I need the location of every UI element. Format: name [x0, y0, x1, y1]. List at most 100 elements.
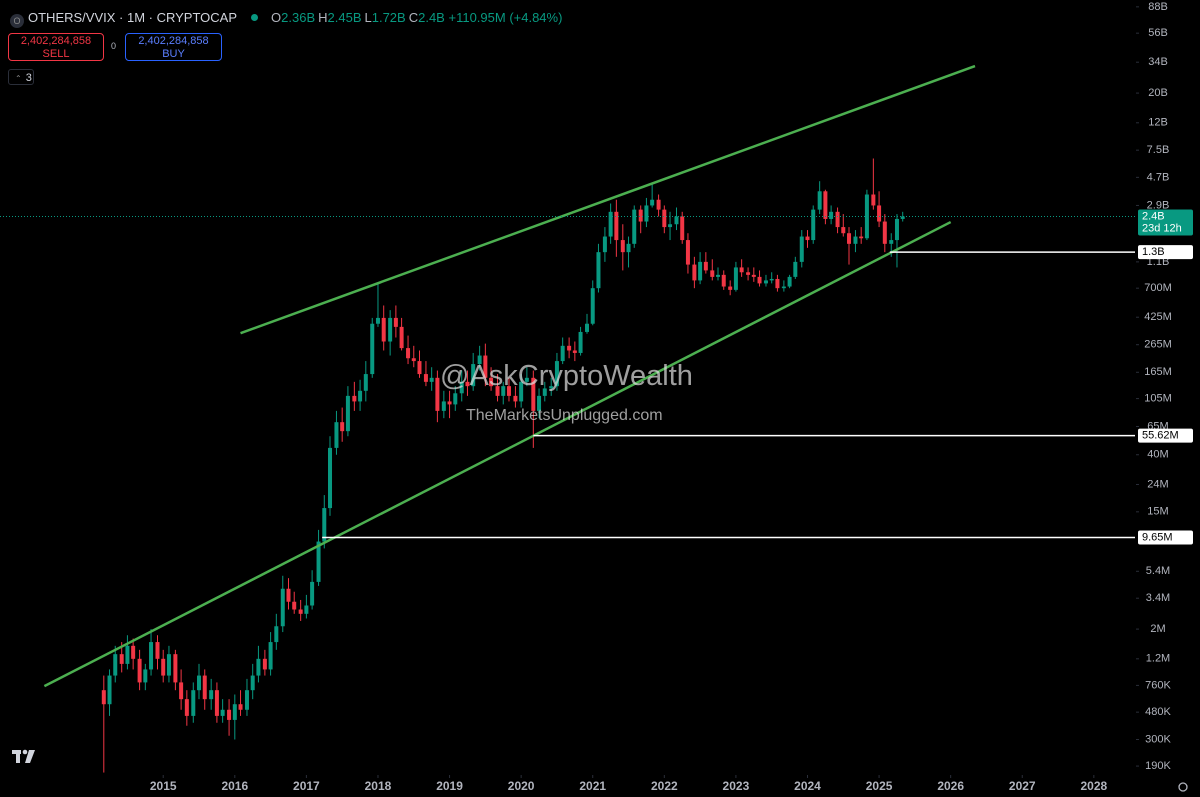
- ohlc-value: 2.36B: [281, 10, 316, 25]
- candle-body: [119, 654, 124, 664]
- chevron: ⌃: [15, 74, 22, 83]
- candle-body: [280, 588, 285, 627]
- candle-body: [381, 317, 386, 342]
- candle-body: [250, 675, 255, 691]
- candle-body: [721, 274, 726, 287]
- candle-body: [411, 358, 416, 362]
- candle-body: [286, 588, 291, 602]
- candle-body: [787, 276, 792, 287]
- price-label: 55.62M: [1142, 429, 1179, 441]
- candle-body: [513, 395, 518, 402]
- candle-body: [459, 381, 464, 394]
- ohlc-label: C: [408, 10, 419, 25]
- candle-body: [632, 209, 637, 244]
- sell-button[interactable]: 2,402,284,858 SELL: [8, 33, 104, 61]
- candle-body: [137, 658, 142, 683]
- candle-body: [578, 331, 583, 353]
- candle-body: [298, 609, 303, 614]
- sell-label: SELL: [42, 48, 70, 60]
- candle-body: [435, 377, 440, 411]
- candle-body: [864, 194, 869, 239]
- y-tick-label: 40M: [1147, 449, 1168, 461]
- ohlc-label: H: [318, 10, 328, 25]
- candle-body: [656, 199, 661, 210]
- candle-body: [393, 317, 398, 327]
- candle-body: [602, 236, 607, 253]
- candle-body: [590, 288, 595, 324]
- candle-body: [363, 374, 368, 391]
- y-tick-label: 7.5B: [1147, 144, 1170, 156]
- candle-body: [268, 642, 273, 670]
- candle-body: [542, 388, 547, 396]
- candle-body: [877, 205, 882, 222]
- ohlc-label: O: [271, 10, 282, 25]
- candle-body: [703, 261, 708, 271]
- candle-body: [817, 191, 822, 210]
- y-tick-label: 20B: [1148, 87, 1168, 99]
- candle-body: [585, 323, 590, 332]
- candle-body: [370, 323, 375, 375]
- candle-body: [441, 401, 446, 411]
- candle-body: [340, 422, 345, 432]
- indicators-toggle[interactable]: ⌃ 3: [8, 69, 34, 85]
- candle-body: [728, 286, 733, 290]
- candle-body: [232, 704, 237, 720]
- candle-body: [465, 381, 470, 387]
- candle-body: [304, 605, 309, 614]
- x-tick-label: 2018: [365, 779, 392, 793]
- x-tick-label: 2028: [1080, 779, 1107, 793]
- y-tick-label: 88B: [1148, 1, 1168, 13]
- candle-body: [829, 211, 834, 219]
- candle-body: [698, 261, 703, 281]
- y-tick-label: 15M: [1147, 506, 1168, 518]
- candle-body: [572, 350, 577, 353]
- y-tick-label: 4.7B: [1147, 171, 1170, 183]
- market-status: [251, 14, 259, 21]
- symbol-name[interactable]: OTHERS/VVIX · 1M · CRYPTOCAP: [28, 10, 238, 25]
- ohlc-label: L: [364, 10, 372, 25]
- candle-body: [328, 447, 333, 509]
- candle-body: [692, 264, 697, 281]
- watermark-site: TheMarketsUnplugged.com: [466, 407, 663, 424]
- candle-body: [375, 317, 380, 324]
- y-tick-label: 12B: [1148, 117, 1168, 129]
- candle-body: [871, 194, 876, 206]
- candle-body: [757, 276, 762, 284]
- candle-body: [763, 280, 768, 284]
- candle-body: [220, 709, 225, 716]
- y-tick-label: 105M: [1144, 392, 1172, 404]
- x-tick-label: 2025: [866, 779, 893, 793]
- tv-logo: [12, 749, 35, 763]
- indicators-count: 3: [25, 72, 32, 84]
- candle-body: [506, 386, 511, 396]
- ohlc-value: 2.4B: [418, 10, 445, 25]
- candle-body: [746, 272, 751, 275]
- candle-body: [894, 218, 899, 241]
- candle-body: [554, 361, 559, 387]
- buy-price: 2,402,284,858: [138, 35, 209, 47]
- y-tick-label: 1.2M: [1146, 653, 1170, 665]
- x-tick-label: 2019: [436, 779, 463, 793]
- candle-body: [733, 267, 738, 290]
- buy-button[interactable]: 2,402,284,858 BUY: [125, 33, 222, 61]
- candle-body: [680, 216, 685, 241]
- candle-body: [214, 690, 219, 716]
- price-label-box: [1138, 209, 1193, 236]
- candle-body: [316, 541, 321, 582]
- ohlc-value: 1.72B: [371, 10, 406, 25]
- candle-body: [101, 690, 106, 705]
- candle-body: [716, 274, 721, 277]
- ohlc-value: 2.45B: [327, 10, 362, 25]
- candle-body: [650, 199, 655, 206]
- candle-body: [345, 395, 350, 432]
- price-label-box: [1138, 530, 1193, 545]
- y-tick-label: 165M: [1144, 366, 1172, 378]
- candle-body: [775, 278, 780, 289]
- candle-body: [805, 236, 810, 241]
- candle-body: [227, 709, 232, 720]
- trendline: [43, 220, 952, 688]
- candle-body: [179, 682, 184, 700]
- price-label: 1.3B: [1142, 246, 1165, 258]
- candle-body: [477, 355, 482, 365]
- candle-body: [399, 326, 404, 349]
